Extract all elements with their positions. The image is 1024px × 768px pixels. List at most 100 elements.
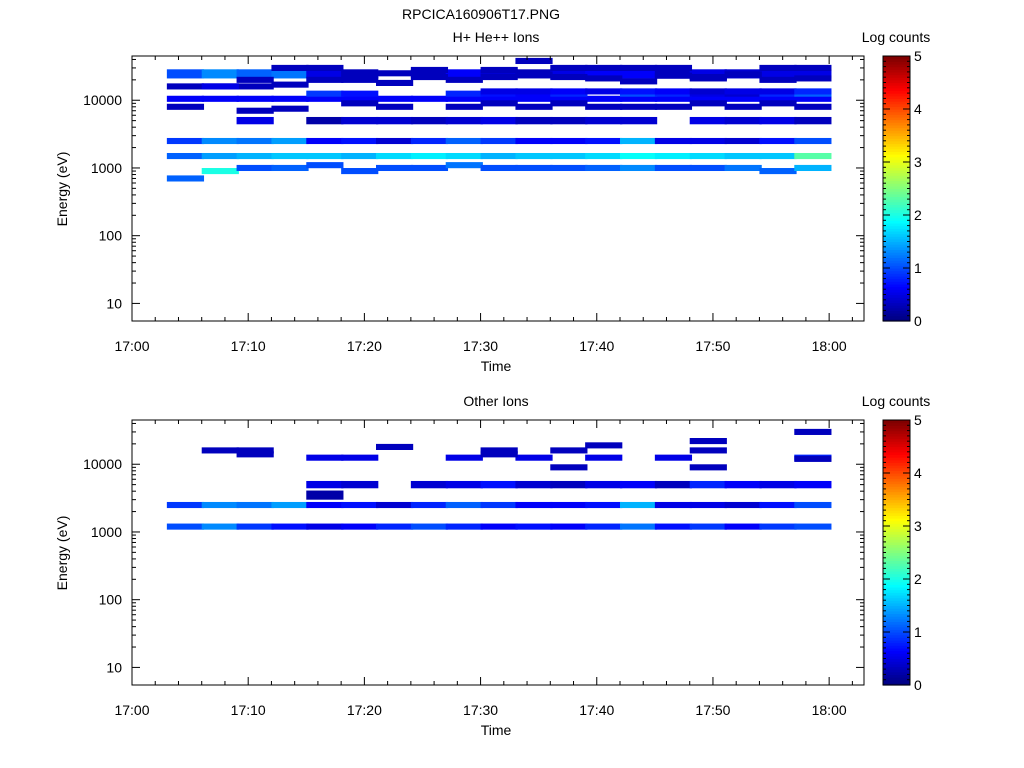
colorbar-segment bbox=[883, 103, 910, 107]
colorbar-segment bbox=[883, 465, 910, 469]
heatmap-cell bbox=[689, 464, 727, 471]
heatmap-cell bbox=[794, 480, 832, 489]
heatmap-cell bbox=[410, 69, 449, 79]
colorbar-segment bbox=[883, 82, 910, 86]
heatmap-cell bbox=[689, 100, 727, 107]
colorbar-segment bbox=[883, 679, 910, 683]
colorbar-segment bbox=[883, 576, 910, 580]
y-tick-label: 1000 bbox=[91, 524, 122, 540]
heatmap-cell bbox=[376, 443, 414, 450]
heatmap-cell bbox=[341, 480, 379, 489]
heatmap-cell bbox=[236, 107, 274, 114]
heatmap-cell bbox=[689, 501, 727, 509]
heatmap-cell bbox=[759, 523, 797, 530]
heatmap-cell bbox=[759, 501, 797, 509]
colorbar-segment bbox=[883, 318, 910, 322]
heatmap-cell bbox=[445, 76, 483, 83]
heatmap-cell bbox=[306, 76, 344, 83]
heatmap-cell bbox=[620, 501, 658, 509]
colorbar-segment bbox=[883, 278, 910, 282]
heatmap-cell bbox=[445, 454, 483, 461]
colorbar-segment bbox=[883, 79, 910, 84]
colorbar-segment bbox=[883, 539, 910, 543]
colorbar-segment bbox=[883, 459, 910, 463]
heatmap-cell bbox=[515, 137, 553, 145]
heatmap-cell bbox=[585, 501, 623, 509]
heatmap-cell bbox=[689, 116, 727, 125]
colorbar-segment bbox=[883, 93, 910, 97]
y-tick-label: 10 bbox=[106, 295, 122, 311]
colorbar-segment bbox=[883, 58, 910, 62]
colorbar-segment bbox=[883, 496, 910, 501]
heatmap-cell bbox=[794, 64, 832, 71]
heatmap-cell bbox=[480, 523, 518, 530]
colorbar-segment bbox=[883, 207, 910, 211]
colorbar-segment bbox=[883, 185, 910, 190]
colorbar-segment bbox=[883, 568, 910, 572]
heatmap-cell bbox=[550, 152, 588, 160]
heatmap-cell bbox=[271, 152, 309, 160]
heatmap-cell bbox=[236, 95, 274, 102]
colorbar-segment bbox=[883, 87, 910, 92]
heatmap-cell bbox=[654, 88, 693, 95]
colorbar-tick-label: 5 bbox=[914, 48, 922, 64]
heatmap-cell bbox=[794, 523, 832, 530]
heatmap-cell bbox=[480, 451, 518, 458]
colorbar-segment bbox=[883, 297, 910, 301]
x-tick-label: 18:00 bbox=[812, 702, 847, 718]
colorbar-segment bbox=[883, 486, 910, 490]
heatmap-cell bbox=[759, 64, 797, 71]
colorbar-segment bbox=[883, 63, 910, 68]
colorbar-segment bbox=[883, 549, 910, 554]
colorbar-segment bbox=[883, 164, 910, 168]
heatmap-cell bbox=[654, 523, 693, 530]
heatmap-cell bbox=[585, 95, 623, 102]
colorbar-segment bbox=[883, 491, 910, 495]
colorbar-segment bbox=[883, 61, 910, 65]
heatmap-cell bbox=[445, 103, 483, 110]
heatmap-cell bbox=[341, 116, 379, 125]
heatmap-cell bbox=[794, 95, 832, 102]
heatmap-cell bbox=[585, 137, 623, 145]
colorbar-segment bbox=[883, 557, 910, 562]
heatmap-cell bbox=[236, 523, 274, 530]
colorbar-segment bbox=[883, 470, 910, 474]
colorbar-segment bbox=[883, 220, 910, 224]
colorbar-segment bbox=[883, 682, 910, 686]
heatmap-cell bbox=[341, 454, 379, 461]
heatmap-cell bbox=[585, 480, 623, 489]
colorbar-segment bbox=[883, 180, 910, 184]
colorbar-segment bbox=[883, 467, 910, 471]
colorbar-segment bbox=[883, 151, 910, 155]
colorbar-segment bbox=[883, 302, 910, 306]
colorbar-segment bbox=[883, 435, 910, 440]
colorbar-segment bbox=[883, 438, 910, 442]
colorbar-segment bbox=[883, 289, 910, 293]
colorbar-tick-label: 1 bbox=[914, 624, 922, 640]
colorbar-segment bbox=[883, 647, 910, 652]
heatmap-cell bbox=[515, 480, 553, 489]
colorbar-segment bbox=[883, 156, 910, 160]
colorbar-segment bbox=[883, 299, 910, 304]
colorbar-segment bbox=[883, 600, 910, 604]
colorbar-segment bbox=[883, 581, 910, 585]
heatmap-cell bbox=[306, 152, 344, 160]
x-tick-label: 17:30 bbox=[463, 338, 498, 354]
colorbar-segment bbox=[883, 101, 910, 105]
colorbar-segment bbox=[883, 629, 910, 633]
colorbar-segment bbox=[883, 275, 910, 280]
x-tick-label: 17:20 bbox=[347, 702, 382, 718]
heatmap-cell bbox=[550, 523, 588, 530]
heatmap-cell bbox=[410, 480, 449, 489]
heatmap-cell bbox=[620, 103, 658, 110]
heatmap-cell bbox=[689, 88, 727, 95]
heatmap-cell bbox=[759, 95, 797, 102]
heatmap-cell bbox=[410, 74, 449, 81]
heatmap-cell bbox=[201, 137, 239, 145]
colorbar-segment bbox=[883, 196, 910, 200]
heatmap-cell bbox=[236, 164, 274, 172]
y-tick-label: 100 bbox=[99, 228, 123, 244]
heatmap-cell bbox=[306, 69, 344, 79]
colorbar-segment bbox=[883, 307, 910, 311]
colorbar-segment bbox=[883, 286, 910, 290]
